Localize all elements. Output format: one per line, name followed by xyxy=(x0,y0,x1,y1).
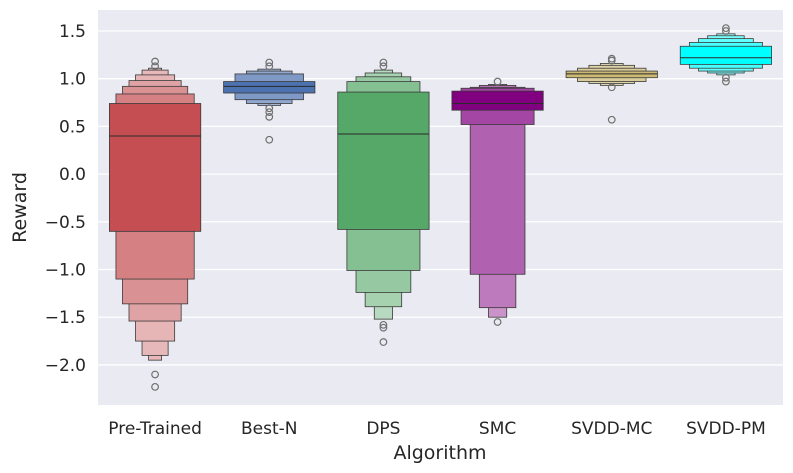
outlier-point xyxy=(493,77,502,86)
outlier-point xyxy=(607,83,616,92)
outlier-point xyxy=(379,62,388,71)
boxen-series xyxy=(109,24,772,391)
outlier-point xyxy=(265,104,274,113)
y-tick-label: 0.0 xyxy=(59,165,86,185)
x-tick-label: Pre-Trained xyxy=(108,419,202,439)
boxen-group xyxy=(451,77,544,326)
y-tick-label: 1.0 xyxy=(59,70,86,90)
outlier-point xyxy=(151,370,159,379)
y-axis-label: Reward xyxy=(9,172,31,243)
outlier-point xyxy=(265,135,274,144)
x-tick-label: Best-N xyxy=(241,419,298,439)
boxen-level-box xyxy=(679,45,772,65)
y-tick-label: 0.5 xyxy=(59,117,86,137)
y-tick-label: −1.0 xyxy=(45,261,86,281)
outlier-point xyxy=(493,318,502,326)
y-tick-label: −0.5 xyxy=(45,213,86,233)
outlier-point xyxy=(722,27,730,35)
y-tick-label: 1.5 xyxy=(59,22,86,42)
outlier-point xyxy=(265,58,274,67)
outlier-point xyxy=(379,323,388,332)
outlier-point xyxy=(722,77,730,86)
x-tick-label: SVDD-PM xyxy=(686,419,766,439)
y-tick-label: −1.5 xyxy=(45,308,86,328)
x-tick-label: SMC xyxy=(479,419,516,439)
outlier-point xyxy=(722,73,730,82)
boxen-level-box xyxy=(451,90,544,111)
x-axis-label: Algorithm xyxy=(393,442,486,464)
outlier-point xyxy=(265,108,274,116)
grid-lines xyxy=(98,30,783,366)
boxen-level-box xyxy=(223,81,316,94)
boxen-group xyxy=(337,58,430,346)
outlier-point xyxy=(151,57,159,66)
boxen-level-box xyxy=(337,91,430,230)
outlier-point xyxy=(379,338,388,346)
outlier-point xyxy=(607,54,616,63)
outlier-point xyxy=(379,320,388,329)
plot-background xyxy=(98,10,783,405)
outlier-point xyxy=(607,115,616,124)
outlier-point xyxy=(151,62,159,71)
x-tick-label: DPS xyxy=(366,419,400,439)
outlier-point xyxy=(379,58,388,67)
boxen-group xyxy=(679,24,772,86)
boxen-group xyxy=(565,54,658,124)
boxen-level-box xyxy=(109,103,202,232)
outlier-point xyxy=(265,112,274,121)
x-tick-label: SVDD-MC xyxy=(571,419,652,439)
y-tick-labels: −2.0 −1.5 −1.0 −0.5 0.0 0.5 1.0 1.5 xyxy=(45,22,86,376)
boxen-group xyxy=(223,58,316,144)
boxen-group xyxy=(109,57,202,391)
y-tick-label: −2.0 xyxy=(45,356,86,376)
outlier-point xyxy=(722,24,730,33)
outlier-point xyxy=(151,382,159,391)
outlier-point xyxy=(265,62,274,71)
x-tick-labels: Pre-Trained Best-N DPS SMC SVDD-MC SVDD-PM xyxy=(108,419,765,439)
